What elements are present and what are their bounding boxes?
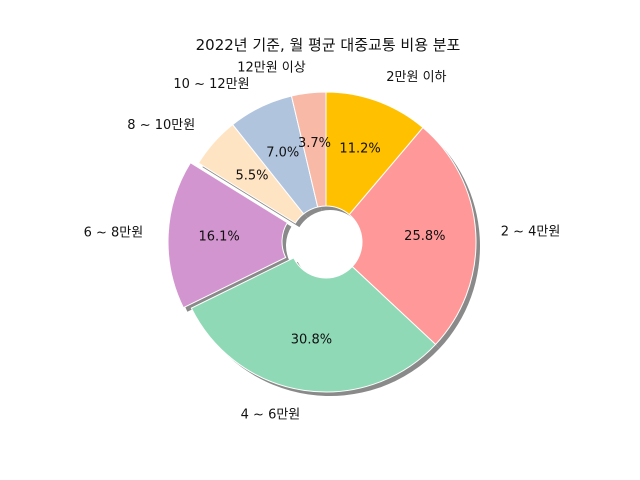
- percent-label: 5.5%: [235, 169, 268, 184]
- pie-slices: [167, 91, 477, 393]
- slice-label: 6 ~ 8만원: [84, 226, 144, 241]
- pie-slice: [325, 91, 424, 216]
- slice-label: 10 ~ 12만원: [173, 77, 249, 92]
- pie-slice: [190, 257, 437, 393]
- chart-title: 2022년 기준, 월 평균 대중교통 비용 분포: [196, 36, 461, 54]
- pie-slice: [167, 162, 289, 309]
- percent-label: 3.7%: [298, 136, 331, 151]
- percent-label: 16.1%: [198, 229, 239, 244]
- percent-label: 11.2%: [339, 142, 380, 157]
- percent-label: 25.8%: [404, 229, 445, 244]
- slice-label: 2 ~ 4만원: [501, 224, 561, 239]
- slice-label: 4 ~ 6만원: [241, 408, 301, 423]
- percent-label: 30.8%: [291, 332, 332, 347]
- percent-labels: 11.2% 25.8% 30.8% 16.1% 5.5% 7.0%3.7%: [198, 136, 445, 347]
- slice-label: 12만원 이상: [237, 61, 306, 76]
- slice-label: 2만원 이하: [386, 70, 446, 85]
- slice-labels: 2만원 이하 2 ~ 4만원 4 ~ 6만원 6 ~ 8만원 8 ~ 10만원 10 ~ …: [84, 61, 561, 423]
- pie-slice: [348, 126, 477, 346]
- pie-slice: [290, 91, 327, 208]
- percent-label: 7.0%: [266, 145, 299, 160]
- slice-label: 8 ~ 10만원: [127, 118, 195, 133]
